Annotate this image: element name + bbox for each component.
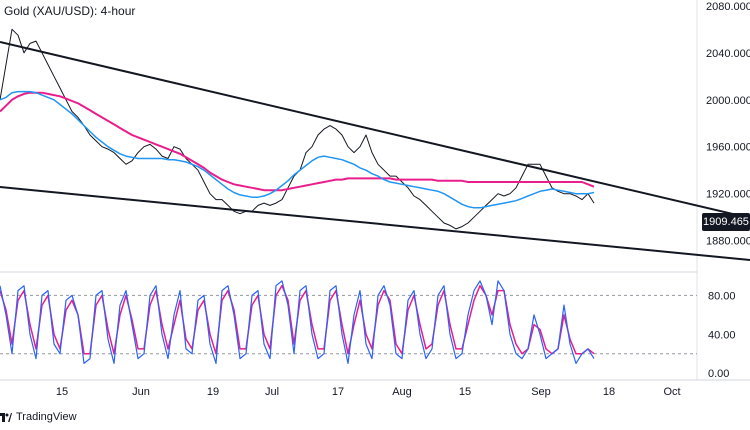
oscillator-tick-label: 40.00 [708,329,736,341]
price-tick-label: 2080.000 [706,1,750,13]
time-tick-label: 18 [603,386,615,398]
time-tick-label: 17 [332,386,344,398]
time-tick-label: Aug [392,386,412,398]
oscillator-series-group [0,280,595,364]
price-tick-label: 1960.000 [706,142,750,154]
chart-title: Gold (XAU/USD): 4-hour [4,4,136,18]
time-axis: 15 Jun 19 Jul 17 Aug 15 Sep 18 Oct [56,386,681,398]
time-tick-label: 19 [207,386,219,398]
time-tick-label: 15 [459,386,471,398]
oscillator-tick-label: 80.00 [708,290,736,302]
time-tick-label: 15 [56,386,68,398]
time-tick-label: Jul [265,386,279,398]
lower-trendline[interactable] [0,186,750,261]
moving-average-magenta [0,91,595,192]
price-tick-label: 1880.000 [706,236,750,248]
tradingview-branding: TradingView [0,411,77,423]
price-tick-label: 2040.000 [706,48,750,60]
tradingview-wordmark: TradingView [16,411,77,423]
stochastic-k-line [0,280,595,364]
price-line [0,28,595,230]
tradingview-logo-icon [0,412,12,422]
time-tick-label: Sep [531,386,551,398]
moving-average-blue [0,90,595,209]
upper-trendline[interactable] [0,41,750,219]
oscillator-axis: 80.00 40.00 0.00 [0,290,736,380]
time-tick-label: Oct [663,386,680,398]
current-price-label: 1909.465 [702,213,750,231]
price-axis: 2080.000 2040.000 2000.000 1960.000 1920.000… [706,1,750,248]
price-tick-label: 1920.000 [706,189,750,201]
price-tick-label: 2000.000 [706,95,750,107]
time-tick-label: Jun [132,386,150,398]
oscillator-tick-label: 0.00 [708,368,729,380]
price-series-group [0,28,595,230]
